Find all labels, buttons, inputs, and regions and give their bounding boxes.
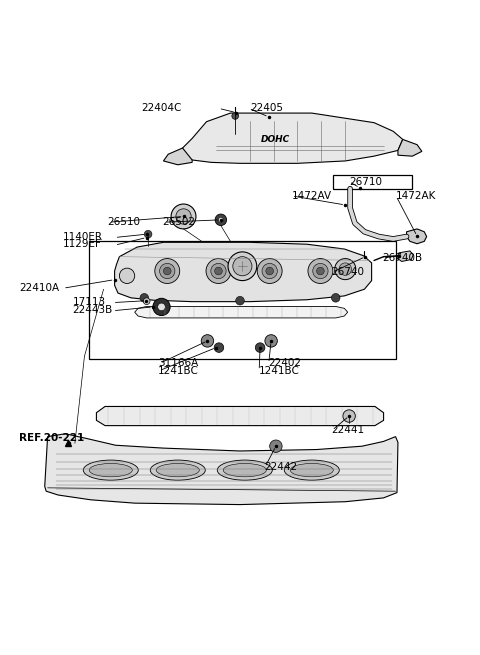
Circle shape: [270, 440, 282, 453]
Bar: [333, 176, 412, 189]
Circle shape: [232, 113, 239, 119]
Ellipse shape: [290, 464, 333, 477]
Text: 22404C: 22404C: [141, 103, 181, 113]
Circle shape: [153, 298, 170, 316]
Text: 1140ER: 1140ER: [63, 232, 103, 242]
Circle shape: [228, 252, 257, 280]
Text: DOHC: DOHC: [261, 135, 290, 144]
Polygon shape: [45, 434, 398, 504]
Circle shape: [343, 410, 355, 422]
Circle shape: [155, 259, 180, 284]
Circle shape: [308, 259, 333, 284]
Text: 26510: 26510: [107, 217, 140, 227]
Ellipse shape: [223, 464, 266, 477]
Polygon shape: [407, 229, 427, 244]
Circle shape: [171, 204, 196, 229]
Circle shape: [266, 267, 274, 275]
Circle shape: [201, 335, 214, 347]
Text: 1241BC: 1241BC: [259, 365, 300, 375]
Ellipse shape: [150, 460, 205, 480]
Text: 22402: 22402: [268, 358, 301, 368]
Circle shape: [215, 267, 222, 275]
Text: REF.20-221: REF.20-221: [19, 432, 84, 443]
Circle shape: [335, 259, 356, 280]
Polygon shape: [398, 140, 422, 156]
Ellipse shape: [217, 460, 272, 480]
Circle shape: [331, 293, 340, 302]
Text: 31166A: 31166A: [157, 358, 198, 368]
Polygon shape: [163, 148, 192, 165]
Ellipse shape: [284, 460, 339, 480]
Polygon shape: [115, 242, 372, 302]
Circle shape: [265, 335, 277, 347]
Circle shape: [218, 217, 223, 222]
Ellipse shape: [89, 464, 132, 477]
Circle shape: [255, 343, 265, 352]
Circle shape: [257, 259, 282, 284]
Text: 1241BC: 1241BC: [157, 365, 199, 375]
Circle shape: [159, 263, 175, 278]
Text: 22441: 22441: [331, 425, 364, 436]
Circle shape: [233, 257, 252, 276]
Circle shape: [313, 263, 328, 278]
Text: 26710: 26710: [349, 177, 382, 187]
Circle shape: [214, 343, 224, 352]
Circle shape: [206, 259, 231, 284]
Circle shape: [144, 298, 150, 305]
Text: 1129EF: 1129EF: [63, 239, 102, 249]
Text: 22410A: 22410A: [19, 283, 59, 293]
Circle shape: [215, 214, 227, 225]
Text: 22442: 22442: [264, 462, 297, 472]
Polygon shape: [397, 251, 413, 261]
Circle shape: [144, 231, 152, 238]
Ellipse shape: [83, 460, 138, 480]
Circle shape: [157, 303, 165, 310]
Text: 1472AV: 1472AV: [292, 191, 332, 201]
Circle shape: [176, 209, 191, 224]
Ellipse shape: [156, 464, 199, 477]
Text: 22443B: 22443B: [72, 305, 113, 315]
Text: 1472AK: 1472AK: [396, 191, 436, 201]
Circle shape: [317, 267, 324, 275]
Polygon shape: [135, 307, 348, 318]
Circle shape: [262, 263, 277, 278]
Text: 26502: 26502: [162, 217, 195, 227]
Polygon shape: [182, 113, 403, 163]
Circle shape: [120, 268, 135, 284]
Text: 22405: 22405: [251, 103, 284, 113]
Bar: [89, 241, 396, 358]
Circle shape: [339, 263, 351, 275]
Text: 17113: 17113: [72, 297, 106, 307]
Text: 26740B: 26740B: [383, 253, 423, 263]
Polygon shape: [96, 407, 384, 426]
Circle shape: [140, 293, 149, 302]
Text: 26740: 26740: [331, 267, 364, 278]
Circle shape: [163, 267, 171, 275]
Circle shape: [236, 297, 244, 305]
Circle shape: [211, 263, 226, 278]
